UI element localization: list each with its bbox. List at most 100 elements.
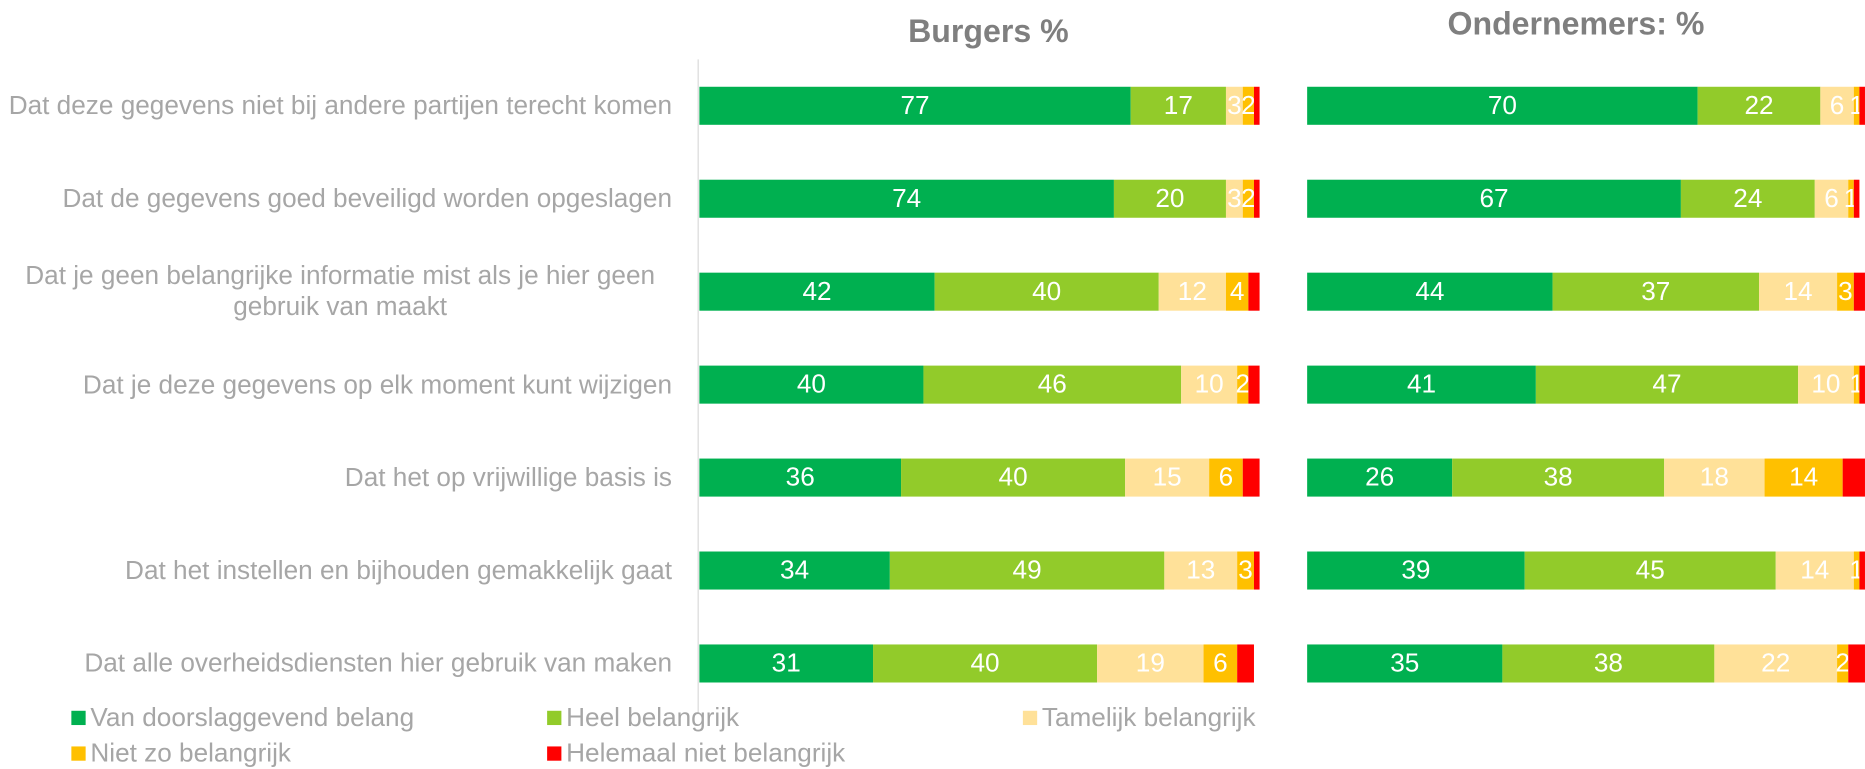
- bar-segment: [1664, 458, 1765, 497]
- bar-segment: [889, 551, 1165, 590]
- bar-segment: [699, 365, 924, 404]
- data-label: 34: [780, 555, 809, 585]
- data-label: 6: [1219, 462, 1234, 492]
- legend-label: Tamelijk belangrijk: [1042, 702, 1257, 732]
- data-label: 6: [1824, 183, 1839, 213]
- bar-segment: [1181, 365, 1238, 404]
- data-label: 6: [1213, 648, 1228, 678]
- bar-segment: [1535, 365, 1799, 404]
- bar-segment: [1237, 365, 1249, 404]
- chart-title: Ondernemers: %: [1447, 6, 1704, 42]
- bar-segment: [699, 551, 890, 590]
- bar-segment: [1248, 365, 1260, 404]
- bar-segment: [1125, 458, 1210, 497]
- data-label: 22: [1744, 90, 1773, 120]
- legend-label: Helemaal niet belangrijk: [566, 738, 846, 768]
- legend-swatch: [71, 710, 86, 726]
- bar-segment: [1203, 644, 1238, 683]
- legend-swatch: [547, 710, 562, 726]
- bar-segment: [1837, 272, 1854, 311]
- category-label: Dat het op vrijwillige basis is: [344, 462, 673, 492]
- legend-swatch: [71, 746, 86, 761]
- legend-label: Van doorslaggevend belang: [90, 702, 414, 732]
- data-label: 40: [797, 369, 826, 399]
- bar-segment: [1130, 86, 1226, 125]
- bar-segment: [1848, 179, 1854, 218]
- data-label: 2: [1241, 90, 1256, 120]
- bar-segment: [1248, 272, 1260, 311]
- data-label: 14: [1800, 555, 1829, 585]
- data-label: 40: [971, 648, 1000, 678]
- bar-segment: [1242, 179, 1254, 218]
- bar-segment: [1253, 551, 1260, 590]
- data-label: 74: [892, 183, 921, 213]
- bar-segment: [1853, 179, 1860, 218]
- data-label: 10: [1195, 369, 1224, 399]
- data-label: 2: [1835, 648, 1850, 678]
- bar-segment: [1714, 644, 1838, 683]
- bar-segment: [1242, 86, 1254, 125]
- bar-segment: [1859, 551, 1865, 590]
- data-label: 13: [1186, 555, 1215, 585]
- data-label: 35: [1390, 648, 1419, 678]
- data-label: 40: [999, 462, 1028, 492]
- data-label: 15: [1153, 462, 1182, 492]
- bar-segment: [1680, 179, 1815, 218]
- bar-segment: [699, 644, 874, 683]
- bar-segment: [699, 272, 935, 311]
- bar-segment: [1452, 458, 1665, 497]
- bar-segment: [1842, 458, 1865, 497]
- bar-segment: [934, 272, 1159, 311]
- bar-segment: [1853, 551, 1860, 590]
- data-label: 20: [1155, 183, 1184, 213]
- data-label: 70: [1488, 90, 1517, 120]
- bar-segment: [1225, 272, 1249, 311]
- legend-swatch: [547, 746, 562, 761]
- data-label: 44: [1415, 276, 1444, 306]
- bar-segment: [1859, 365, 1865, 404]
- bar-segment: [1158, 272, 1226, 311]
- bar-segment: [901, 458, 1126, 497]
- bar-segment: [1307, 272, 1553, 311]
- bar-segment: [1798, 365, 1854, 404]
- bar-segment: [1164, 551, 1238, 590]
- legend-swatch: [1022, 710, 1038, 726]
- data-label: 49: [1013, 555, 1042, 585]
- bar-segment: [1758, 272, 1838, 311]
- bar-segment: [1552, 272, 1759, 311]
- bar-segment: [1814, 179, 1849, 218]
- data-label: 39: [1401, 555, 1430, 585]
- bar-segment: [1853, 272, 1865, 311]
- data-label: 18: [1700, 462, 1729, 492]
- data-label: 22: [1761, 648, 1790, 678]
- data-label: 47: [1652, 369, 1681, 399]
- category-label: Dat je deze gegevens op elk moment kunt …: [82, 369, 673, 399]
- bar-segment: [1307, 551, 1525, 590]
- category-label: Dat het instellen en bijhouden gemakkeli…: [125, 555, 673, 585]
- bar-segment: [1209, 458, 1243, 497]
- bar-segment: [1502, 644, 1715, 683]
- data-label: 19: [1136, 648, 1165, 678]
- data-label: 2: [1241, 183, 1256, 213]
- legend-label: Niet zo belangrijk: [90, 738, 292, 768]
- bar-segment: [1307, 644, 1503, 683]
- data-label: 14: [1783, 276, 1812, 306]
- bar-segment: [1524, 551, 1776, 590]
- bar-segment: [923, 365, 1182, 404]
- data-label: 46: [1038, 369, 1067, 399]
- bar-segment: [1113, 179, 1226, 218]
- data-label: 14: [1789, 462, 1818, 492]
- data-label: 38: [1594, 648, 1623, 678]
- data-label: 42: [802, 276, 831, 306]
- bar-segment: [699, 458, 902, 497]
- data-label: 45: [1636, 555, 1665, 585]
- data-label: 3: [1227, 183, 1242, 213]
- bar-segment: [1097, 644, 1204, 683]
- data-label: 3: [1838, 276, 1853, 306]
- data-label: 3: [1227, 90, 1242, 120]
- data-label: 24: [1733, 183, 1762, 213]
- bar-segment: [699, 179, 1114, 218]
- data-label: 3: [1238, 555, 1253, 585]
